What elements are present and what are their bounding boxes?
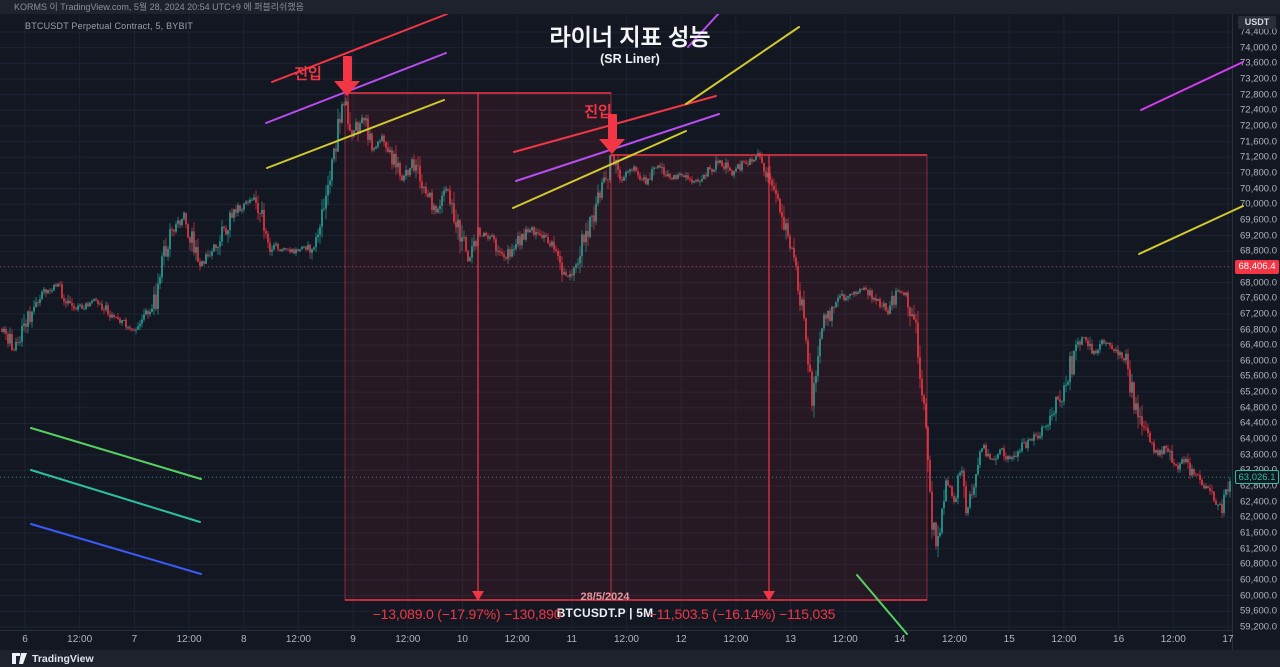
price-tick-label: 69,200.0 <box>1240 230 1277 242</box>
symbol-legend[interactable]: BTCUSDT Perpetual Contract, 5, BYBIT <box>25 21 194 31</box>
trend-line-green[interactable] <box>856 574 908 635</box>
time-tick-label: 12:00 <box>395 634 421 645</box>
price-tick-label: 64,000.0 <box>1240 433 1277 445</box>
time-tick-label: 10 <box>456 634 468 645</box>
publish-info-text: KORMS 이 TradingView.com, 5월 28, 2024 20:… <box>14 2 304 12</box>
price-tick-label: 67,600.0 <box>1240 292 1277 304</box>
range-loss-stats-left: −13,089.0 (−17.97%) −130,890 <box>372 606 562 622</box>
time-tick-label: 12:00 <box>1051 634 1077 645</box>
price-tick-label: 74,400.0 <box>1240 26 1277 38</box>
time-axis[interactable]: 6 12:00 7 12:00 8 12:00 9 12:00 10 12:00 11 12:00 12… <box>0 630 1234 650</box>
price-tick-label: 60,800.0 <box>1240 558 1277 570</box>
price-axis[interactable]: USDT 68,406.4 63,026.1 74,400.0 74,000.0 7… <box>1232 14 1280 650</box>
time-tick-label: 9 <box>350 634 356 645</box>
price-tick-label: 67,200.0 <box>1240 308 1277 320</box>
time-tick-label: 11 <box>566 634 577 645</box>
price-tick-label: 60,000.0 <box>1240 590 1277 602</box>
price-tick-label: 71,200.0 <box>1240 151 1277 163</box>
time-tick-label: 6 <box>22 634 28 645</box>
measure-down-arrow-icon <box>472 591 484 601</box>
tradingview-brand-text[interactable]: TradingView <box>32 652 94 665</box>
price-tick-label: 73,600.0 <box>1240 57 1277 69</box>
time-tick-label: 12 <box>675 634 687 645</box>
range-box[interactable] <box>344 92 612 601</box>
arrow-head <box>599 139 625 154</box>
price-tick-label: 70,000.0 <box>1240 198 1277 210</box>
currency-chip[interactable]: USDT <box>1238 16 1276 29</box>
price-tick-label: 70,800.0 <box>1240 167 1277 179</box>
range-box[interactable] <box>610 154 928 601</box>
price-tick-label: 64,800.0 <box>1240 402 1277 414</box>
time-tick-label: 12:00 <box>832 634 858 645</box>
time-tick-label: 15 <box>1003 634 1015 645</box>
price-tick-label: 73,200.0 <box>1240 73 1277 85</box>
price-tick-label: 59,200.0 <box>1240 621 1277 633</box>
time-tick-label: 8 <box>240 634 247 645</box>
time-tick-label: 12:00 <box>613 634 639 645</box>
price-tick-label: 66,800.0 <box>1240 324 1277 335</box>
trend-line-blue[interactable] <box>30 523 202 575</box>
price-tick-label: 62,400.0 <box>1240 496 1277 508</box>
chart-subtitle: (SR Liner) <box>600 52 660 66</box>
time-tick-label: 12:00 <box>723 634 749 645</box>
price-tick-label: 65,200.0 <box>1240 386 1277 398</box>
price-tick-label: 62,800.0 <box>1240 480 1277 492</box>
trend-line-teal[interactable] <box>30 469 201 523</box>
grid-layer <box>0 15 1232 630</box>
time-tick-label: 12:00 <box>285 634 311 645</box>
footer-bar: TradingView <box>0 650 1280 667</box>
countdown-price-badge: 63,026.1 <box>1235 470 1279 485</box>
chart-title: 라이너 지표 성능 <box>549 24 711 50</box>
entry-down-arrow-icon[interactable] <box>599 114 625 154</box>
entry-down-arrow-icon[interactable] <box>334 56 360 96</box>
symbol-watermark: BTCUSDT.P | 5M <box>556 606 654 620</box>
arrow-stem <box>342 56 352 81</box>
price-tick-label: 61,600.0 <box>1240 527 1277 539</box>
price-tick-label: 65,600.0 <box>1240 370 1277 382</box>
last-price-badge: 68,406.4 <box>1235 259 1279 274</box>
price-tick-label: 74,000.0 <box>1240 42 1277 54</box>
tradingview-logo-icon <box>12 653 27 664</box>
publish-info-bar: KORMS 이 TradingView.com, 5월 28, 2024 20:… <box>0 0 1280 14</box>
time-tick-label: 16 <box>1113 634 1125 645</box>
entry-annotation-label[interactable]: 진입 <box>294 65 322 83</box>
price-tick-label: 69,600.0 <box>1240 214 1277 226</box>
range-date-label: 28/5/2024 <box>580 591 630 603</box>
price-tick-label: 68,000.0 <box>1240 277 1277 289</box>
price-tick-label: 60,400.0 <box>1240 574 1277 586</box>
time-tick-label: 12:00 <box>67 634 93 645</box>
time-tick-label: 14 <box>894 634 906 645</box>
price-tick-label: 72,400.0 <box>1240 104 1277 116</box>
price-tick-label: 66,400.0 <box>1240 339 1277 351</box>
price-tick-label: 72,800.0 <box>1240 89 1277 101</box>
candles-layer <box>1 95 1231 558</box>
time-tick-label: 12:00 <box>504 634 530 645</box>
time-tick-label: 12:00 <box>1160 634 1186 645</box>
price-tick-label: 64,400.0 <box>1240 417 1277 429</box>
trend-line-green[interactable] <box>30 427 202 480</box>
time-tick-label: 7 <box>131 634 138 645</box>
price-tick-label: 61,200.0 <box>1240 543 1277 555</box>
arrow-head <box>334 81 360 96</box>
arrow-stem <box>607 114 617 139</box>
price-tick-label: 66,000.0 <box>1240 355 1277 367</box>
price-tick-label: 63,600.0 <box>1240 449 1277 461</box>
trend-line-yellow[interactable] <box>1138 205 1244 255</box>
measure-down-arrow-icon <box>763 591 775 601</box>
price-tick-label: 59,600.0 <box>1240 605 1277 617</box>
price-tick-label: 71,600.0 <box>1240 136 1277 148</box>
range-loss-stats-right: −11,503.5 (−16.14%) −115,035 <box>648 606 836 622</box>
time-tick-label: 12:00 <box>942 634 968 645</box>
time-tick-label: 12:00 <box>176 634 202 645</box>
trend-line-yellow[interactable] <box>266 99 445 169</box>
trend-line-magenta[interactable] <box>1140 61 1244 111</box>
price-tick-label: 70,400.0 <box>1240 183 1277 195</box>
price-tick-label: 72,000.0 <box>1240 120 1277 132</box>
time-tick-label: 13 <box>784 634 797 645</box>
price-tick-label: 68,800.0 <box>1240 245 1277 257</box>
time-tick-label: 17 <box>1222 634 1234 645</box>
price-tick-label: 62,000.0 <box>1240 511 1277 523</box>
